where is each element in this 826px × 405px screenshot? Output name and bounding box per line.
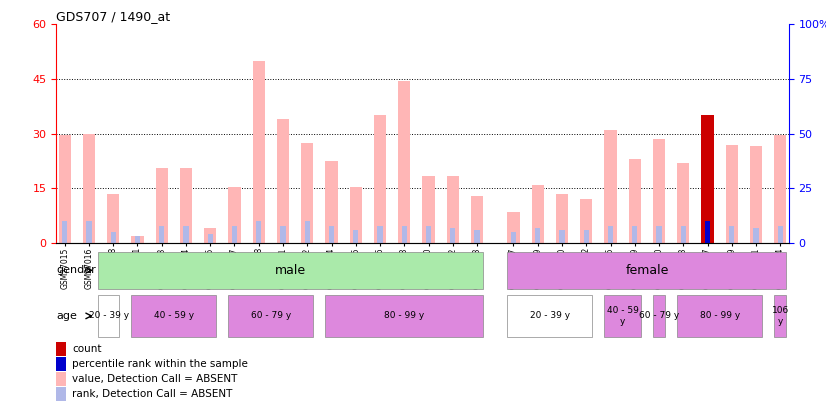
Bar [705, 221, 710, 243]
Bar [474, 230, 480, 243]
Bar [107, 194, 119, 243]
Bar [277, 119, 289, 243]
Bar [256, 221, 261, 243]
Text: percentile rank within the sample: percentile rank within the sample [73, 359, 248, 369]
Bar [701, 115, 714, 243]
Bar [131, 294, 216, 337]
Bar [426, 226, 431, 243]
Bar [510, 232, 516, 243]
Bar [377, 226, 382, 243]
Bar [677, 294, 762, 337]
Bar [774, 136, 786, 243]
Text: rank, Detection Call = ABSENT: rank, Detection Call = ABSENT [73, 389, 233, 399]
Text: 20 - 39 y: 20 - 39 y [529, 311, 570, 320]
Bar [657, 226, 662, 243]
Bar [183, 226, 188, 243]
Bar [532, 185, 544, 243]
Bar [774, 294, 786, 337]
Bar [753, 228, 759, 243]
Text: 60 - 79 y: 60 - 79 y [639, 311, 679, 320]
Bar [135, 237, 140, 243]
Text: 20 - 39 y: 20 - 39 y [88, 311, 129, 320]
Text: 80 - 99 y: 80 - 99 y [700, 311, 740, 320]
Bar [422, 176, 434, 243]
Bar [301, 143, 313, 243]
Bar [325, 294, 483, 337]
Bar [98, 252, 483, 289]
Bar [653, 139, 665, 243]
Bar [677, 163, 690, 243]
Bar [605, 130, 616, 243]
Bar [62, 221, 68, 243]
Text: count: count [73, 344, 102, 354]
Bar [159, 226, 164, 243]
Bar [450, 228, 455, 243]
Bar [56, 388, 66, 401]
Bar [535, 228, 540, 243]
Text: 60 - 79 y: 60 - 79 y [251, 311, 291, 320]
Bar [86, 221, 92, 243]
Text: 40 - 59 y: 40 - 59 y [154, 311, 194, 320]
Bar [632, 226, 638, 243]
Bar [447, 176, 459, 243]
Bar [556, 194, 568, 243]
Bar [180, 168, 192, 243]
Bar [325, 161, 338, 243]
Bar [155, 168, 168, 243]
Bar [777, 226, 783, 243]
Bar [232, 226, 237, 243]
Bar [374, 115, 386, 243]
Bar [507, 212, 520, 243]
Bar [83, 134, 95, 243]
Text: gender: gender [56, 265, 96, 275]
Bar [349, 186, 362, 243]
Bar [253, 61, 265, 243]
Bar [653, 294, 665, 337]
Bar [59, 136, 71, 243]
Bar [280, 226, 286, 243]
Bar [56, 372, 66, 386]
Bar [629, 159, 641, 243]
Bar [305, 221, 310, 243]
Bar [56, 357, 66, 371]
Text: 40 - 59
y: 40 - 59 y [607, 306, 638, 326]
Bar [726, 145, 738, 243]
Text: age: age [56, 311, 77, 321]
Bar [584, 230, 589, 243]
Bar [729, 226, 734, 243]
Bar [681, 226, 686, 243]
Bar [507, 252, 786, 289]
Bar [559, 230, 565, 243]
Bar [229, 294, 313, 337]
Bar [204, 228, 216, 243]
Bar [111, 232, 116, 243]
Bar [580, 199, 592, 243]
Bar [131, 236, 144, 243]
Text: 80 - 99 y: 80 - 99 y [384, 311, 425, 320]
Bar [471, 196, 483, 243]
Bar [507, 294, 592, 337]
Bar [353, 230, 358, 243]
Bar [398, 81, 411, 243]
Bar [56, 342, 66, 356]
Bar [329, 226, 335, 243]
Bar [229, 186, 240, 243]
Text: 106
y: 106 y [771, 306, 789, 326]
Text: female: female [625, 264, 668, 277]
Bar [750, 147, 762, 243]
Bar [401, 226, 407, 243]
Bar [207, 234, 213, 243]
Bar [605, 294, 641, 337]
Text: male: male [275, 264, 306, 277]
Text: value, Detection Call = ABSENT: value, Detection Call = ABSENT [73, 374, 238, 384]
Text: GDS707 / 1490_at: GDS707 / 1490_at [56, 10, 170, 23]
Bar [98, 294, 119, 337]
Bar [608, 226, 613, 243]
